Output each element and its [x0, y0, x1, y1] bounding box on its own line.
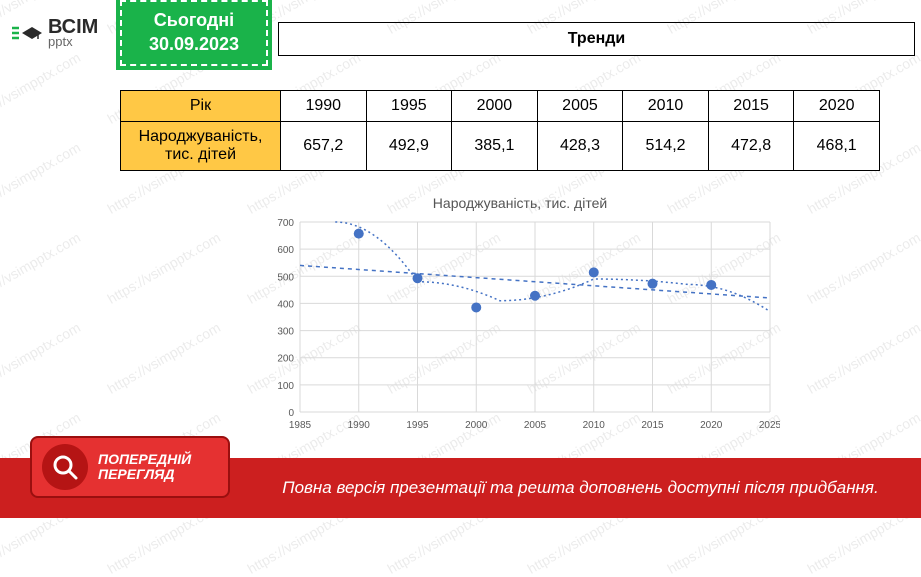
preview-line1: ПОПЕРЕДНІЙ	[98, 452, 191, 467]
svg-text:2025: 2025	[759, 420, 780, 431]
cell: 1990	[281, 91, 367, 122]
cell: 2000	[452, 91, 538, 122]
chart-container: Народжуваність, тис. дітей 0 100 200 300 400…	[260, 195, 780, 437]
svg-text:2020: 2020	[700, 420, 723, 431]
svg-text:700: 700	[277, 218, 294, 229]
svg-text:1995: 1995	[406, 420, 429, 431]
logo: ВСІМ pptx	[10, 18, 98, 48]
logo-text: ВСІМ pptx	[48, 18, 98, 48]
table-row-values: Народжуваність, тис. дітей 657,2 492,9 3…	[121, 122, 880, 171]
date-line2: 30.09.2023	[126, 32, 262, 56]
row-label-values: Народжуваність, тис. дітей	[121, 122, 281, 171]
svg-text:300: 300	[277, 327, 294, 338]
logo-icon	[10, 22, 42, 44]
svg-text:400: 400	[277, 299, 294, 310]
svg-text:100: 100	[277, 381, 294, 392]
cell: 2020	[794, 91, 880, 122]
preview-line2: ПЕРЕГЛЯД	[98, 467, 191, 482]
cell: 2015	[708, 91, 794, 122]
date-line1: Сьогодні	[126, 8, 262, 32]
svg-text:2015: 2015	[641, 420, 664, 431]
svg-text:1990: 1990	[348, 420, 371, 431]
chart-title: Народжуваність, тис. дітей	[260, 195, 780, 211]
cell: 472,8	[708, 122, 794, 171]
page-title: Тренди	[568, 30, 626, 48]
preview-badge: ПОПЕРЕДНІЙ ПЕРЕГЛЯД	[30, 436, 230, 498]
cell: 2010	[623, 91, 709, 122]
svg-text:2010: 2010	[583, 420, 606, 431]
cell: 492,9	[366, 122, 452, 171]
svg-text:2005: 2005	[524, 420, 547, 431]
notice-text: Повна версія презентації та решта доповн…	[260, 477, 921, 498]
cell: 657,2	[281, 122, 367, 171]
birth-chart: 0 100 200 300 400 500 600 700 1985 1990 1995 2000 20…	[260, 217, 780, 437]
table-row-years: Рік 1990 1995 2000 2005 2010 2015 2020	[121, 91, 880, 122]
cell: 514,2	[623, 122, 709, 171]
svg-text:200: 200	[277, 354, 294, 365]
header: ВСІМ pptx Сьогодні 30.09.2023 Тренди	[0, 0, 921, 70]
cell: 1995	[366, 91, 452, 122]
data-table: Рік 1990 1995 2000 2005 2010 2015 2020 Н…	[120, 90, 880, 171]
svg-text:0: 0	[288, 408, 294, 419]
cell: 385,1	[452, 122, 538, 171]
date-badge: Сьогодні 30.09.2023	[120, 0, 268, 66]
svg-text:2000: 2000	[465, 420, 488, 431]
magnifier-icon	[42, 444, 88, 490]
title-bar: Тренди	[278, 22, 915, 56]
cell: 428,3	[537, 122, 623, 171]
preview-text: ПОПЕРЕДНІЙ ПЕРЕГЛЯД	[98, 452, 191, 483]
svg-text:600: 600	[277, 245, 294, 256]
cell: 468,1	[794, 122, 880, 171]
svg-text:1985: 1985	[289, 420, 312, 431]
content: Рік 1990 1995 2000 2005 2010 2015 2020 Н…	[0, 70, 921, 437]
cell: 2005	[537, 91, 623, 122]
svg-text:500: 500	[277, 272, 294, 283]
row-label-year: Рік	[121, 91, 281, 122]
